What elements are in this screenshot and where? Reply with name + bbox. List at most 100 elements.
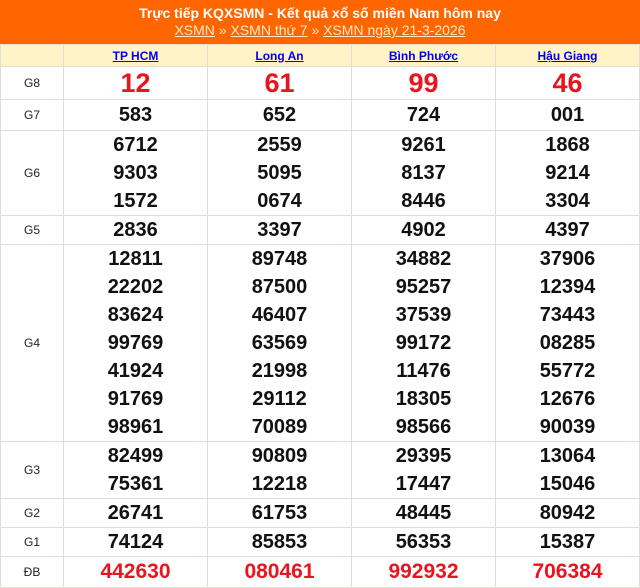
- results-table: TP HCM Long An Bình Phước Hậu Giang G8 12…: [0, 44, 640, 588]
- result-number: 73443: [539, 304, 596, 326]
- result-number: 442630: [100, 560, 171, 583]
- result-number: 37906: [539, 248, 596, 270]
- result-number: 18305: [395, 388, 452, 410]
- result-cell: 85853: [207, 527, 352, 557]
- result-number: 001: [550, 104, 585, 126]
- result-cell: 61: [207, 66, 352, 100]
- result-number: 22202: [107, 276, 164, 298]
- result-number: 583: [118, 104, 153, 126]
- result-number: 99: [408, 68, 439, 98]
- result-number: 90809: [251, 445, 308, 467]
- result-number: 56353: [395, 531, 452, 553]
- result-number: 724: [406, 104, 441, 126]
- result-number: 48445: [395, 502, 452, 524]
- result-number: 83624: [107, 304, 164, 326]
- result-number: 75361: [107, 473, 164, 495]
- result-number: 12676: [539, 388, 596, 410]
- result-number: 98961: [107, 416, 164, 438]
- result-number: 4397: [545, 219, 590, 241]
- province-link-tp-hcm[interactable]: TP HCM: [112, 48, 159, 63]
- result-number: 46: [552, 68, 583, 98]
- result-number: 992932: [388, 560, 459, 583]
- province-link-long-an[interactable]: Long An: [255, 48, 304, 63]
- breadcrumb-xsmn-date[interactable]: XSMN ngày 21-3-2026: [323, 22, 466, 38]
- prize-row-g3: G3 82499 75361 90809 12218 29395 17447 13064 150…: [0, 441, 640, 499]
- result-number: 61: [264, 68, 295, 98]
- result-number: 2836: [113, 219, 158, 241]
- result-cell: 80942: [495, 498, 640, 528]
- result-cell: 9261 8137 8446: [351, 130, 496, 216]
- prize-label: G6: [0, 130, 64, 216]
- prize-label: G7: [0, 99, 64, 131]
- result-cell: 37906 12394 73443 08285 55772 12676 90039: [495, 244, 640, 442]
- result-number: 080461: [244, 560, 315, 583]
- result-cell: 2836: [63, 215, 208, 245]
- result-number: 11476: [396, 360, 451, 382]
- result-number: 17447: [395, 473, 452, 495]
- province-link-hau-giang[interactable]: Hậu Giang: [537, 48, 598, 63]
- result-cell: 1868 9214 3304: [495, 130, 640, 216]
- result-number: 2559: [257, 134, 302, 156]
- prize-row-g7: G7 583 652 724 001: [0, 99, 640, 131]
- result-number: 82499: [107, 445, 164, 467]
- result-number: 99172: [395, 332, 452, 354]
- prize-label: G8: [0, 66, 64, 100]
- province-header-row: TP HCM Long An Bình Phước Hậu Giang: [0, 44, 640, 67]
- result-number: 1868: [545, 134, 590, 156]
- result-number: 6712: [113, 134, 158, 156]
- result-cell: 90809 12218: [207, 441, 352, 499]
- result-number: 13064: [539, 445, 596, 467]
- result-number: 98566: [395, 416, 452, 438]
- result-cell: 2559 5095 0674: [207, 130, 352, 216]
- prize-row-g6: G6 6712 9303 1572 2559 5095 0674 9261 8137 8446 18…: [0, 130, 640, 216]
- result-cell: 12811 22202 83624 99769 41924 91769 98961: [63, 244, 208, 442]
- result-number: 61753: [251, 502, 308, 524]
- result-number: 08285: [539, 332, 596, 354]
- result-number: 63569: [251, 332, 308, 354]
- result-number: 85853: [251, 531, 308, 553]
- prize-row-g5: G5 2836 3397 4902 4397: [0, 215, 640, 245]
- result-number: 9303: [113, 162, 158, 184]
- result-number: 12: [120, 68, 151, 98]
- prize-label: G1: [0, 527, 64, 557]
- result-number: 3304: [545, 190, 590, 212]
- result-cell: 89748 87500 46407 63569 21998 29112 70089: [207, 244, 352, 442]
- result-number: 91769: [107, 388, 164, 410]
- prize-row-g2: G2 26741 61753 48445 80942: [0, 498, 640, 528]
- result-number: 29395: [395, 445, 452, 467]
- result-cell: 74124: [63, 527, 208, 557]
- province-link-binh-phuoc[interactable]: Bình Phước: [388, 48, 459, 63]
- result-number: 15046: [539, 473, 596, 495]
- result-number: 8446: [401, 190, 446, 212]
- result-cell: 99: [351, 66, 496, 100]
- result-cell: 15387: [495, 527, 640, 557]
- prize-label: G3: [0, 441, 64, 499]
- result-number: 8137: [401, 162, 446, 184]
- result-number: 41924: [107, 360, 164, 382]
- result-number: 706384: [532, 560, 603, 583]
- result-number: 29112: [252, 388, 307, 410]
- result-cell: 56353: [351, 527, 496, 557]
- result-number: 5095: [257, 162, 302, 184]
- result-number: 1572: [113, 190, 158, 212]
- breadcrumb-xsmn[interactable]: XSMN: [174, 22, 215, 38]
- result-number: 89748: [251, 248, 308, 270]
- page-title: Trực tiếp KQXSMN - Kết quả xổ số miền Na…: [139, 5, 501, 21]
- result-number: 12811: [108, 248, 163, 270]
- result-cell: 724: [351, 99, 496, 131]
- prize-row-g4: G4 12811 22202 83624 99769 41924 91769 98961 897…: [0, 244, 640, 442]
- result-number: 21998: [251, 360, 308, 382]
- prize-label: G4: [0, 244, 64, 442]
- result-cell: 6712 9303 1572: [63, 130, 208, 216]
- result-cell: 4902: [351, 215, 496, 245]
- result-cell: 26741: [63, 498, 208, 528]
- prize-label: G5: [0, 215, 64, 245]
- result-number: 87500: [251, 276, 308, 298]
- breadcrumb-separator: »: [218, 22, 227, 38]
- result-number: 12218: [251, 473, 308, 495]
- result-cell: 001: [495, 99, 640, 131]
- result-cell: 29395 17447: [351, 441, 496, 499]
- result-number: 3397: [257, 219, 302, 241]
- breadcrumb-xsmn-thu-7[interactable]: XSMN thứ 7: [230, 22, 308, 38]
- result-cell: 46: [495, 66, 640, 100]
